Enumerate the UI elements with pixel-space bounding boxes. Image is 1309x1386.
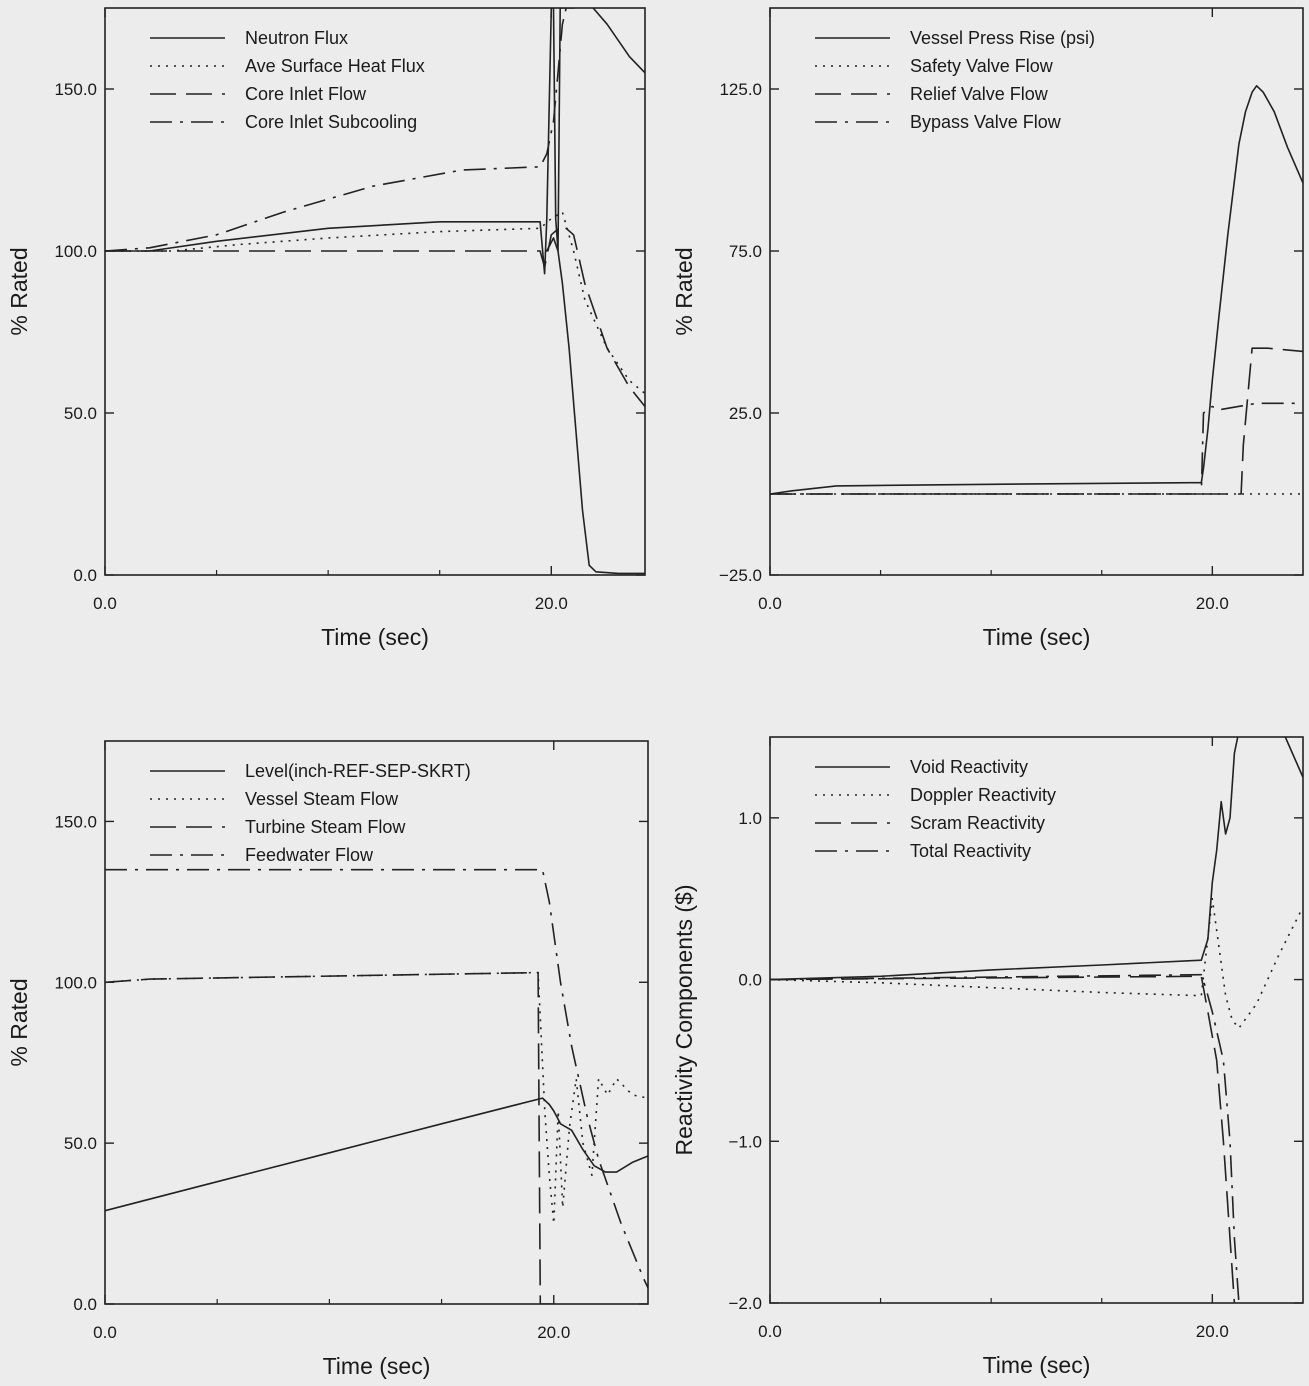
x-tick-label: 20.0 [1196, 594, 1229, 613]
series-line-level-inch-ref-sep-skrt- [105, 1097, 648, 1212]
legend-label: Total Reactivity [910, 841, 1031, 861]
y-axis-label: % Rated [6, 247, 32, 335]
series-line-doppler-reactivity [770, 897, 1303, 1029]
plot-frame [769, 736, 1304, 1304]
y-axis-label: Reactivity Components ($) [671, 885, 697, 1156]
series-line-core-inlet-subcooling [105, 8, 567, 252]
x-axis-label: Time (sec) [983, 624, 1091, 650]
y-tick-label: 1.0 [738, 809, 762, 828]
legend-label: Core Inlet Subcooling [245, 112, 417, 132]
x-tick-label: 20.0 [537, 1323, 570, 1342]
legend-label: Relief Valve Flow [910, 84, 1049, 104]
legend-label: Level(inch-REF-SEP-SKRT) [245, 761, 471, 781]
y-axis-label: % Rated [6, 978, 32, 1066]
legend-label: Feedwater Flow [245, 845, 374, 865]
y-axis-label: % Rated [671, 247, 697, 335]
series-line-core-inlet-flow [105, 224, 645, 408]
series-line-scram-reactivity [770, 975, 1236, 1303]
chart-panel-1: 0.0 20.0 0.0 50.0 100.0 150.0 Time (sec) % Rate… [6, 7, 646, 650]
series-group [105, 8, 645, 575]
y-tick-label: 25.0 [729, 404, 762, 423]
legend-label: Void Reactivity [910, 757, 1028, 777]
y-tick-label: 125.0 [719, 80, 762, 99]
legend-label: Ave Surface Heat Flux [245, 56, 425, 76]
y-tick-label: 75.0 [729, 242, 762, 261]
y-tick-label: −1.0 [728, 1132, 762, 1151]
x-axis-label: Time (sec) [321, 624, 429, 650]
chart-panel-2: 0.0 20.0 −25.0 25.0 75.0 125.0 Time (sec) % Rat… [671, 7, 1304, 650]
legend-label: Core Inlet Flow [245, 84, 367, 104]
legend-label: Neutron Flux [245, 28, 348, 48]
legend-label: Scram Reactivity [910, 813, 1045, 833]
legend-label: Turbine Steam Flow [245, 817, 406, 837]
series-line-total-reactivity [770, 973, 1240, 1303]
y-tick-label: 150.0 [54, 80, 97, 99]
chart-panel-3: 0.0 20.0 0.0 50.0 100.0 150.0 Time (sec) % Rate… [6, 740, 649, 1379]
x-axis-label: Time (sec) [983, 1352, 1091, 1378]
legend-label: Doppler Reactivity [910, 785, 1056, 805]
x-axis-label: Time (sec) [323, 1353, 431, 1379]
series-line-trace-4 [546, 237, 645, 575]
y-tick-label: 0.0 [738, 971, 762, 990]
x-tick-label: 0.0 [93, 594, 117, 613]
legend: Neutron Flux Ave Surface Heat Flux Core In… [150, 28, 425, 132]
y-tick-label: 150.0 [54, 812, 97, 831]
series-line-turbine-steam-flow [105, 971, 554, 1304]
y-tick-label: 50.0 [64, 1134, 97, 1153]
y-tick-label: 100.0 [54, 973, 97, 992]
plot-frame [104, 7, 646, 576]
series-line-neutron-flux [105, 8, 645, 275]
legend-label: Bypass Valve Flow [910, 112, 1062, 132]
series-line-vessel-steam-flow [105, 971, 648, 1225]
y-tick-label: 0.0 [73, 1295, 97, 1314]
legend-label: Safety Valve Flow [910, 56, 1054, 76]
x-tick-label: 0.0 [758, 1322, 782, 1341]
series-line-feedwater-flow [105, 868, 648, 1289]
plot-frame [104, 740, 649, 1305]
chart-panel-4: 0.0 20.0 −2.0 −1.0 0.0 1.0 Time (sec) Reactivit… [671, 736, 1304, 1378]
y-tick-label: −25.0 [719, 566, 762, 585]
legend: Level(inch-REF-SEP-SKRT) Vessel Steam Flo… [150, 761, 471, 865]
x-tick-label: 20.0 [1196, 1322, 1229, 1341]
y-tick-label: −2.0 [728, 1294, 762, 1313]
legend: Vessel Press Rise (psi) Safety Valve Flow… [815, 28, 1095, 132]
y-tick-label: 100.0 [54, 242, 97, 261]
x-tick-label: 0.0 [93, 1323, 117, 1342]
legend-label: Vessel Steam Flow [245, 789, 399, 809]
series-group [770, 85, 1303, 495]
plot-frame [769, 7, 1304, 576]
series-line-void-reactivity [770, 737, 1303, 981]
series-line-relief-valve-flow [770, 347, 1303, 495]
x-tick-label: 20.0 [535, 594, 568, 613]
series-line-bypass-valve-flow [770, 402, 1303, 495]
x-tick-label: 0.0 [758, 594, 782, 613]
series-group [770, 737, 1303, 1303]
y-tick-label: 50.0 [64, 404, 97, 423]
series-group [105, 868, 648, 1304]
y-tick-label: 0.0 [73, 566, 97, 585]
legend: Void Reactivity Doppler Reactivity Scram R… [815, 757, 1056, 861]
legend-label: Vessel Press Rise (psi) [910, 28, 1095, 48]
series-line-vessel-press-rise-psi- [770, 85, 1303, 495]
